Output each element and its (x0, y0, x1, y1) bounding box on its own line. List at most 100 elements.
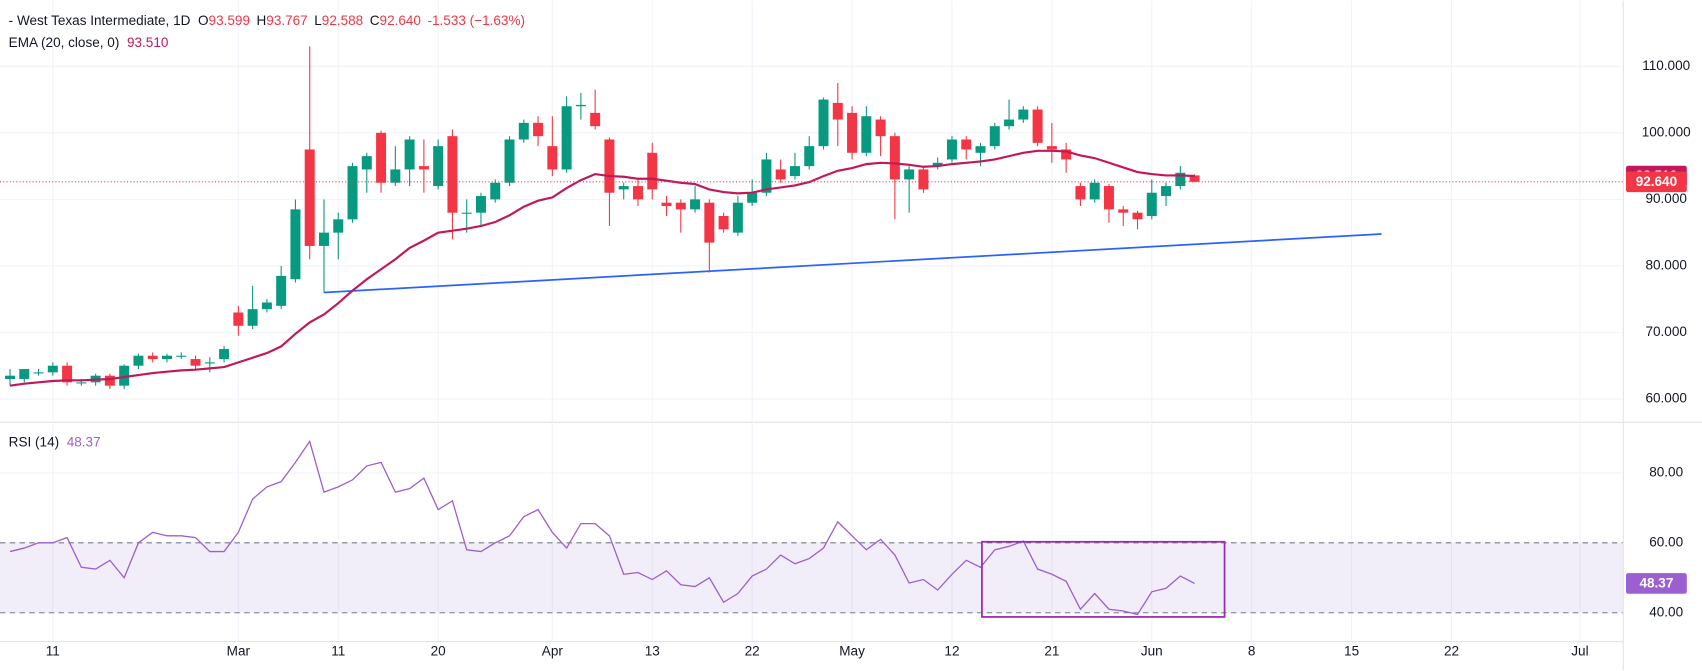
rsi-legend: RSI (14) 48.37 (9, 434, 101, 449)
candle-body (475, 196, 486, 213)
candle-body (775, 169, 786, 180)
rsi-price-label: 48.37 (1639, 576, 1673, 591)
ohlc-key: H (256, 13, 266, 28)
x-tick-label: 11 (331, 643, 345, 658)
x-tick-label: May (839, 643, 865, 658)
x-tick-label: Jun (1141, 643, 1163, 658)
candle-body (433, 146, 444, 187)
x-tick-label: 12 (944, 643, 959, 658)
candle-body (461, 212, 472, 214)
instrument-title: West Texas Intermediate, 1D (17, 13, 191, 28)
candle-body (718, 216, 729, 230)
candle-body (818, 99, 829, 147)
candle-body (961, 139, 972, 150)
candle-body (575, 104, 586, 107)
candle-body (732, 202, 743, 233)
y-tick-label: 80.00 (1649, 464, 1683, 479)
candle-body (104, 375, 115, 386)
candle-body (1004, 119, 1015, 127)
candle-body (190, 359, 201, 366)
x-tick-label: Jul (1571, 643, 1588, 658)
candle-body (1032, 109, 1043, 143)
trendline (323, 233, 1382, 294)
candle-body (147, 355, 158, 360)
candle-body (675, 202, 686, 210)
candle-body (62, 365, 73, 383)
candle-body (219, 349, 230, 360)
candle-body (518, 122, 529, 140)
candle-body (1046, 146, 1057, 150)
candle-body (1132, 212, 1143, 220)
candle-body (19, 369, 30, 380)
candle-body (604, 139, 615, 193)
candle-body (304, 149, 315, 246)
candle-body (1146, 192, 1157, 217)
candle-body (804, 146, 815, 167)
candle-body (1061, 149, 1072, 160)
candle-body (647, 152, 658, 190)
x-tick-label: 20 (431, 643, 446, 658)
candle-body (390, 169, 401, 183)
ohlc-value: 92.588 (322, 13, 363, 28)
candle-body (318, 232, 329, 246)
candle-body (261, 302, 272, 310)
candle-body (418, 166, 429, 170)
candle-body (361, 156, 372, 170)
collapse-dash: - (9, 13, 17, 28)
ohlc-key: C (370, 13, 380, 28)
candle-body (204, 362, 215, 364)
x-tick-label: Apr (542, 643, 564, 658)
candle-body (932, 162, 943, 167)
y-tick-label: 100.000 (1642, 124, 1691, 139)
candle-body (832, 102, 843, 120)
candle-body (376, 132, 387, 183)
candle-body (119, 365, 130, 386)
x-tick-label: 22 (745, 643, 760, 658)
ohlc-value: 92.640 (380, 13, 421, 28)
ohlc-value: 93.599 (209, 13, 250, 28)
candle-body (1075, 186, 1086, 200)
candle-body (290, 209, 301, 280)
candle-body (690, 199, 701, 210)
rsi-name: RSI (14) (9, 434, 59, 449)
x-tick-label: 21 (1044, 643, 1059, 658)
ohlc-key: O (198, 13, 209, 28)
y-tick-label: 40.00 (1649, 604, 1683, 619)
candle-body (47, 365, 58, 373)
candle-body (547, 146, 558, 170)
candle-body (504, 139, 515, 183)
candle-body (1189, 175, 1200, 182)
x-tick-label: 11 (46, 643, 60, 658)
candle-body (33, 372, 44, 374)
candle-body (747, 192, 758, 203)
candle-body (176, 355, 187, 357)
candle-body (161, 355, 172, 360)
candle-body (889, 136, 900, 180)
ema-line (9, 149, 1195, 387)
x-tick-label: 13 (645, 643, 660, 658)
y-tick-label: 60.000 (1645, 391, 1686, 406)
candle-body (904, 169, 915, 180)
y-tick-label: 90.000 (1645, 191, 1686, 206)
ema-legend: EMA (20, close, 0) 93.510 (9, 35, 169, 50)
ema-value: 93.510 (127, 35, 168, 50)
ohlc-value: 93.767 (266, 13, 307, 28)
candle-body (1161, 186, 1172, 197)
x-tick-label: 15 (1344, 643, 1359, 658)
y-tick-label: 60.00 (1649, 534, 1683, 549)
candle-body (918, 169, 929, 190)
candle-body (4, 375, 15, 380)
candle-body (133, 355, 144, 366)
candle-body (490, 182, 501, 200)
candle-body (761, 159, 772, 193)
candle-body (333, 219, 344, 233)
last-price-label: 92.640 (1636, 174, 1677, 189)
candle-body (661, 202, 672, 207)
plot: 11 Mar 11 20 Apr 13 22 May 12 21 Jun 8 15 22 Jul 110.00… (0, 0, 1691, 658)
x-tick-label: 8 (1248, 643, 1256, 658)
candle-body (404, 139, 415, 170)
candle-body (447, 136, 458, 213)
candle-body (1089, 182, 1100, 200)
